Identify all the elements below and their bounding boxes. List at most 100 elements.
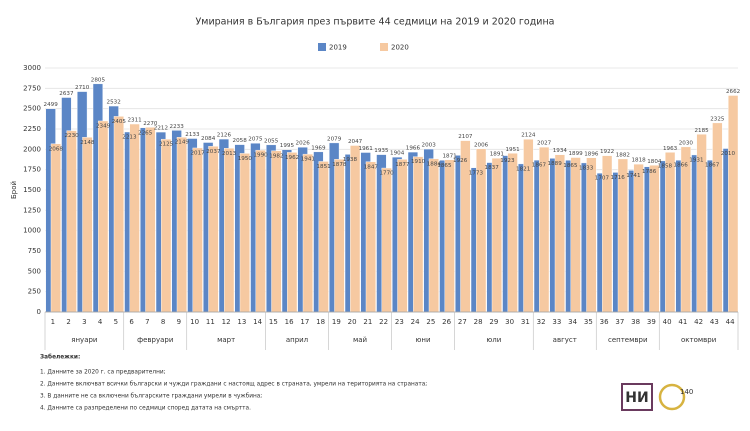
x-tick-label: 5 [114,318,118,326]
value-label: 2662 [726,89,740,95]
value-label: 1962 [285,155,299,161]
x-tick-label: 17 [300,318,309,326]
value-label: 2133 [185,132,200,138]
legend-swatch [380,43,388,51]
bar [302,153,313,313]
value-label: 2230 [64,133,79,139]
value-label: 1938 [343,157,358,163]
value-label: 1837 [485,165,500,171]
value-label: 1818 [631,158,646,164]
y-tick-label: 3000 [23,64,41,72]
value-label: 1884 [427,161,442,167]
y-tick-label: 1750 [23,166,41,174]
value-label: 1804 [647,159,662,165]
bar [208,146,219,313]
x-tick-label: 34 [568,318,577,326]
value-label: 2017 [190,150,205,156]
value-label: 1934 [553,148,568,154]
bar [491,157,502,313]
value-label: 1833 [579,165,594,171]
chart-title: Умирания в България през първите 44 седм… [195,17,554,28]
bar [287,152,298,313]
value-label: 1877 [395,162,410,168]
value-label: 1741 [626,173,641,179]
y-tick-label: 1500 [23,186,41,194]
x-tick-label: 4 [98,318,103,326]
bar [224,148,235,313]
bar [176,137,187,313]
value-label: 2637 [59,91,74,97]
bar [192,147,203,313]
value-label: 1865 [563,163,578,169]
y-tick-label: 2500 [23,105,41,113]
bar [66,130,77,313]
x-tick-label: 25 [426,318,435,326]
note: 1. Данните за 2020 г. са предварителни; [40,370,166,376]
x-tick-label: 28 [474,318,483,326]
logo-box [621,383,653,411]
legend-swatch [318,43,326,51]
value-label: 1786 [642,169,657,175]
value-label: 2084 [201,136,216,142]
value-label: 2068 [49,146,64,152]
value-label: 1773 [469,170,484,176]
value-label: 2265 [138,130,153,136]
value-label: 1871 [442,153,457,159]
value-label: 2499 [44,102,59,108]
bar [113,116,124,313]
value-label: 2311 [127,118,142,124]
note: 3. В данните не са включени българските … [40,394,262,400]
x-tick-label: 22 [379,318,388,326]
value-label: 1867 [705,163,720,169]
value-label: 2079 [327,136,342,142]
y-tick-label: 500 [28,267,41,275]
x-tick-label: 16 [285,318,294,326]
x-tick-label: 41 [678,318,687,326]
bar [50,143,61,313]
notes-title: Забележки: [40,354,80,361]
x-tick-label: 35 [584,318,593,326]
bar [554,154,565,313]
x-tick-label: 23 [395,318,404,326]
value-label: 1995 [280,143,295,149]
value-label: 2212 [154,126,168,132]
value-label: 1865 [437,163,452,169]
bar [381,167,392,313]
logo-text: 140 [680,388,693,396]
bar [570,157,581,313]
value-label: 1950 [238,156,253,162]
value-label: 1851 [316,164,331,170]
value-label: 2233 [170,124,185,130]
x-tick-label: 27 [458,318,467,326]
value-label: 1923 [500,158,515,164]
x-tick-label: 39 [647,318,656,326]
x-tick-label: 42 [694,318,703,326]
bar [507,153,518,313]
value-label: 1961 [359,146,374,152]
logo: НИ 140 [621,383,693,411]
bar [413,156,424,313]
x-tick-label: 1 [51,318,55,326]
value-label: 2058 [233,138,248,144]
value-label: 2325 [710,116,725,122]
month-label: юли [486,336,501,344]
value-label: 2037 [206,149,221,155]
value-label: 1969 [311,145,326,151]
y-tick-label: 2000 [23,145,41,153]
x-tick-label: 19 [332,318,341,326]
x-tick-label: 26 [442,318,451,326]
value-label: 2013 [222,151,237,157]
bar [728,95,739,313]
y-tick-label: 2250 [23,125,41,133]
y-tick-label: 2750 [23,84,41,92]
value-label: 1982 [269,153,283,159]
bar [365,161,376,313]
x-tick-label: 29 [489,318,498,326]
month-label: май [353,336,367,344]
x-tick-label: 30 [505,318,514,326]
bar [680,146,691,313]
value-label: 2075 [248,137,263,143]
month-label: февруари [137,336,173,344]
note: 4. Данните са разпределени по седмици сп… [40,406,251,412]
